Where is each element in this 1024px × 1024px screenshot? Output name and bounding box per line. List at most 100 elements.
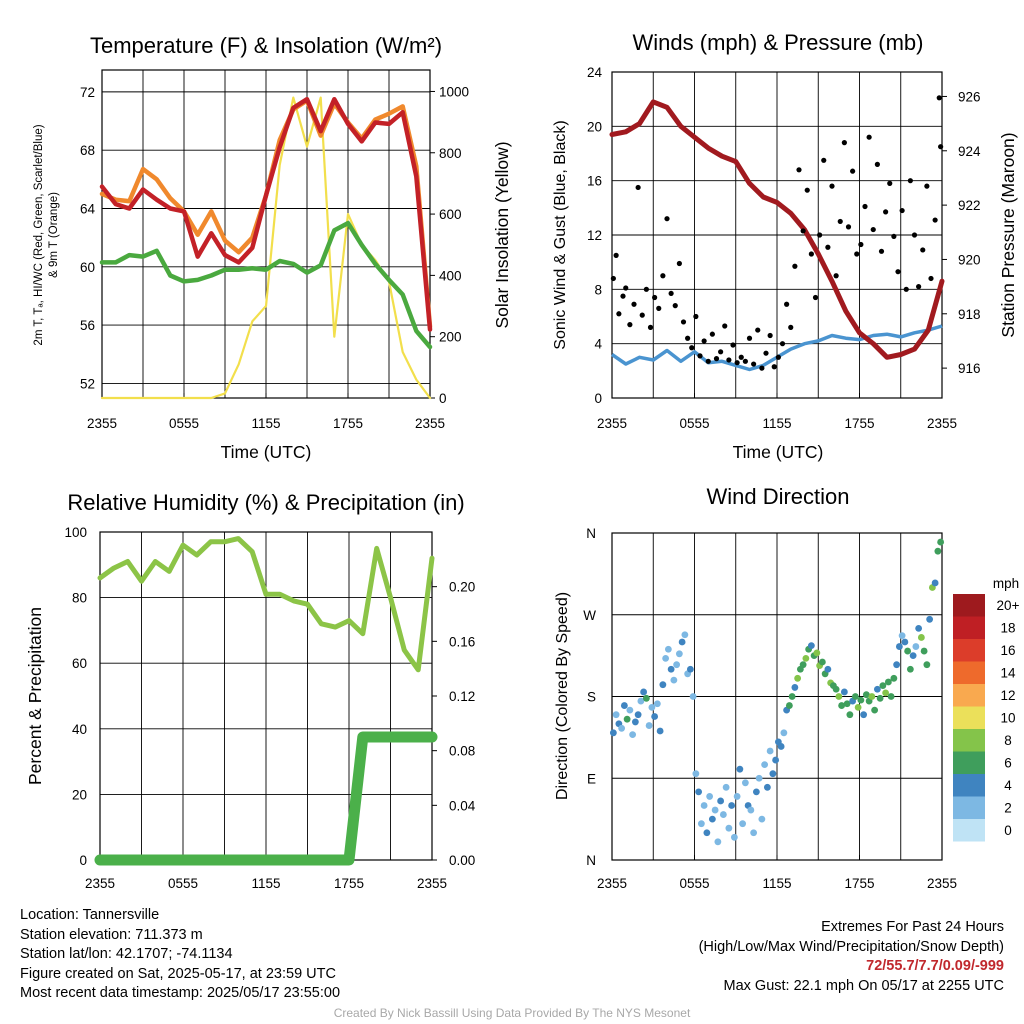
direction-point [689, 693, 697, 700]
panel-title: Winds (mph) & Pressure (mb) [633, 30, 924, 55]
gust-point [647, 324, 654, 330]
gust-point [808, 251, 814, 257]
y-tick-label: 68 [80, 143, 95, 158]
direction-point [700, 802, 708, 809]
gust-point [850, 168, 856, 174]
gust-point [899, 207, 905, 214]
direction-point [926, 615, 934, 623]
gust-point [878, 248, 885, 254]
direction-point [937, 538, 945, 546]
direction-point [923, 661, 931, 669]
x-tick-label: 2355 [85, 876, 115, 891]
direction-point [890, 674, 898, 682]
y-tick-label: 72 [80, 85, 95, 100]
y-tick-label: 24 [587, 65, 603, 80]
direction-point [901, 638, 909, 646]
direction-point [626, 706, 634, 714]
direction-point [791, 684, 799, 691]
gust-point [796, 167, 802, 173]
y-tick-label-right: 916 [958, 361, 981, 376]
direction-point [750, 829, 758, 837]
precip-line [94, 731, 438, 866]
direction-point [651, 713, 659, 720]
y-tick-label: E [587, 771, 596, 786]
x-tick-label: 0555 [679, 876, 709, 891]
y-axis-label-left: Direction (Colored By Speed) [554, 592, 571, 800]
direction-point [788, 693, 796, 700]
legend-label: 6 [1004, 756, 1012, 771]
direction-point [912, 643, 920, 650]
x-tick-label: 2355 [597, 416, 627, 431]
direction-point [871, 706, 879, 714]
direction-point [755, 774, 763, 782]
direction-point [777, 743, 785, 750]
y-tick-label-right: 800 [439, 146, 462, 161]
direction-point [697, 820, 705, 828]
y-tick-label-right: 200 [439, 330, 462, 345]
direction-point [714, 838, 722, 846]
direction-point [640, 688, 648, 696]
y-axis-label-left: Sonic Wind & Gust (Blue, Black) [552, 120, 569, 349]
gust-point [616, 311, 622, 317]
pressure-line [609, 99, 945, 360]
direction-point [728, 802, 736, 809]
direction-point [846, 711, 854, 719]
gust-point [903, 286, 909, 292]
gust-point [701, 338, 707, 344]
y-tick-label-right: 924 [958, 144, 981, 159]
direction-point [708, 815, 716, 823]
gust-point [620, 293, 626, 299]
y-tick-label: S [587, 690, 596, 705]
direction-point [692, 770, 700, 778]
legend-label: 4 [1004, 778, 1012, 793]
y-tick-label: N [586, 853, 596, 868]
y-tick-label-right: 918 [958, 307, 981, 322]
gust-point [874, 161, 880, 167]
direction-point [882, 689, 890, 697]
direction-point [686, 665, 694, 673]
legend-title: mph [993, 576, 1019, 591]
gust-point [911, 232, 918, 238]
gust-point [730, 342, 736, 348]
direction-point [703, 829, 711, 837]
gust-point [804, 187, 810, 193]
y-axis-label-right: Station Pressure (Maroon) [998, 132, 1018, 337]
direction-point [741, 779, 749, 787]
x-tick-label: 0555 [168, 876, 198, 891]
direction-point [733, 793, 741, 800]
legend-swatch [953, 616, 985, 639]
direction-point [857, 696, 865, 704]
gust-point [652, 294, 658, 301]
y-tick-label-right: 0.12 [449, 689, 475, 704]
direction-point [739, 820, 747, 828]
station-info: Location: Tannersville Station elevation… [20, 906, 340, 1004]
direction-point [629, 731, 637, 739]
x-tick-label: 1755 [844, 876, 874, 891]
direction-point [725, 824, 733, 832]
temp-series-line [99, 96, 433, 332]
direction-point [670, 676, 678, 684]
direction-point [719, 811, 727, 818]
extremes-values: 72/55.7/7.7/0.09/-999 [866, 958, 1004, 974]
gust-point [705, 358, 711, 364]
direction-point [873, 685, 881, 693]
x-tick-label: 2355 [927, 876, 957, 891]
direction-point [730, 833, 738, 841]
y-tick-label-right: 400 [439, 268, 462, 283]
direction-point [695, 788, 703, 796]
gust-point [916, 284, 922, 290]
direction-point [851, 693, 859, 700]
gust-point [788, 324, 794, 330]
direction-point [706, 793, 714, 800]
y-tick-label: 8 [594, 282, 602, 297]
panel-title: Relative Humidity (%) & Precipitation (i… [67, 490, 464, 515]
legend-label: 18 [1000, 621, 1015, 636]
direction-point [769, 770, 777, 778]
legend-swatch [953, 819, 985, 842]
direction-point [634, 711, 642, 719]
created-text: Figure created on Sat, 2025-05-17, at 23… [20, 965, 336, 982]
gust-point [812, 294, 819, 301]
legend-swatch [953, 594, 985, 617]
credit-text: Created By Nick Bassill Using Data Provi… [333, 1006, 691, 1020]
